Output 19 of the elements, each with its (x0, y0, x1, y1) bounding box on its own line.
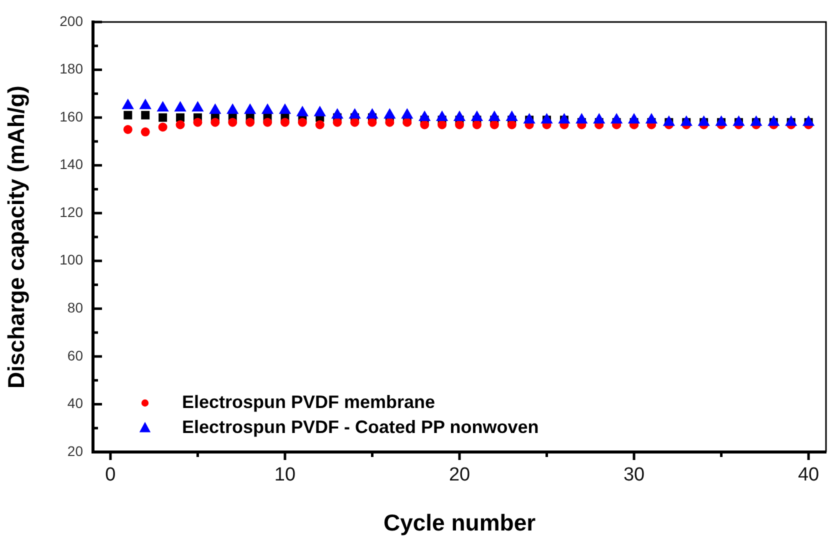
y-tick-label: 60 (67, 347, 84, 364)
legend-label: Electrospun PVDF - Coated PP nonwoven (182, 416, 539, 437)
y-axis-title: Discharge capacity (mAh/g) (3, 86, 30, 388)
x-axis-title: Cycle number (383, 510, 536, 536)
y-tick-label: 20 (67, 442, 84, 459)
y-tick-label: 200 (60, 12, 84, 29)
x-tick-label: 20 (448, 464, 470, 486)
x-tick-label: 0 (105, 464, 116, 486)
x-tick-label: 40 (798, 464, 820, 486)
y-tick-label: 40 (67, 395, 84, 412)
y-tick-label: 100 (60, 252, 84, 268)
y-tick-label: 180 (60, 60, 84, 77)
y-tick-label: 140 (60, 156, 84, 172)
x-tick-label: 30 (623, 464, 645, 486)
y-tick-label: 80 (67, 300, 84, 316)
legend-label: Electrospun PVDF membrane (182, 392, 436, 412)
y-tick-label: 120 (60, 204, 84, 220)
x-tick-label: 10 (274, 464, 296, 486)
y-tick-label: 160 (60, 108, 84, 124)
